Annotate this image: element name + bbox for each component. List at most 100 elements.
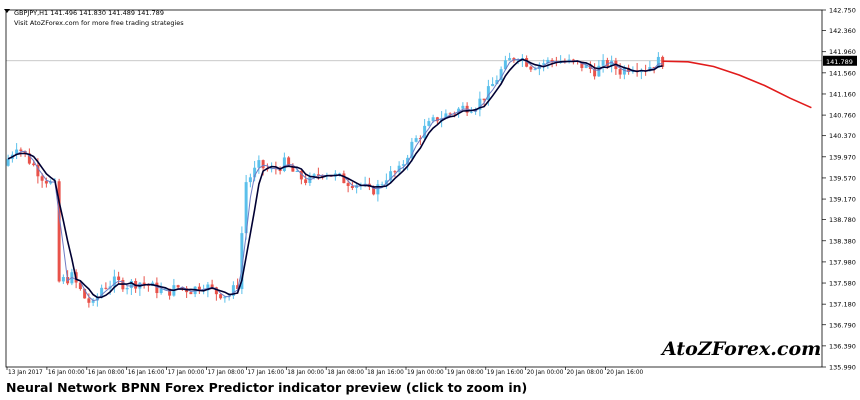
plot-frame (5, 9, 823, 368)
candle-body (571, 59, 575, 62)
candle-body (448, 113, 452, 115)
candle-body (61, 277, 65, 282)
candle-body (444, 113, 448, 119)
candle-body (49, 181, 53, 184)
candle-body (278, 169, 282, 171)
candle-body (537, 64, 541, 70)
x-tick-label: 20 Jan 08:00 (567, 370, 604, 376)
candle-body (189, 292, 193, 295)
candle-body (95, 296, 99, 301)
candle-body (32, 163, 36, 166)
candle-body (40, 176, 44, 181)
candle-body (605, 60, 609, 66)
y-tick-label: 139.570 (829, 174, 856, 182)
chart-window[interactable]: 142.750 142.360 141.960 141.560 141.160 140.7… (0, 0, 860, 376)
candle-body (287, 157, 291, 166)
candle-body (299, 171, 303, 180)
x-tick-label: 16 Jan 00:00 (48, 370, 85, 376)
candle-body (593, 69, 597, 77)
candle-body (618, 69, 622, 75)
candle-body (304, 179, 308, 183)
current-price-label: 141.789 (826, 58, 853, 66)
candle-body (240, 233, 244, 290)
candle-body (491, 84, 495, 87)
candle-body (117, 276, 121, 280)
candle-body (91, 300, 95, 303)
price-chart[interactable]: 142.750 142.360 141.960 141.560 141.160 140.7… (0, 0, 860, 376)
candle-body (6, 158, 10, 166)
candle-body (346, 183, 350, 186)
candle-body (372, 187, 376, 195)
candle-body (342, 173, 346, 184)
image-caption[interactable]: Neural Network BPNN Forex Predictor indi… (6, 380, 528, 395)
candles-layer (6, 52, 665, 308)
candle-body (104, 287, 108, 289)
candle-body (461, 105, 465, 109)
y-tick-label: 138.380 (829, 237, 856, 245)
indicator-lines (7, 58, 812, 302)
candle-body (257, 160, 261, 168)
candle-body (418, 138, 422, 140)
symbol-info: GBPJPY,H1 141.496 141.830 141.489 141.78… (14, 9, 164, 17)
candle-body (516, 60, 520, 62)
candle-body (584, 64, 588, 68)
candle-body (550, 59, 554, 62)
candle-body (27, 153, 31, 164)
candle-body (236, 285, 240, 290)
y-tick-label: 140.370 (829, 132, 856, 140)
x-tick-label: 17 Jan 08:00 (208, 370, 245, 376)
candle-body (469, 111, 473, 113)
candle-body (525, 58, 529, 67)
watermark-logo: AtoZForex.com (662, 338, 822, 360)
x-tick-label: 18 Jan 00:00 (287, 370, 324, 376)
symbol-dropdown-icon[interactable] (4, 9, 10, 13)
y-tick-label: 135.990 (829, 364, 856, 372)
y-tick-label: 136.390 (829, 342, 856, 350)
candle-body (15, 149, 19, 155)
candle-body (180, 287, 184, 289)
candle-body (533, 69, 537, 71)
candle-body (508, 58, 512, 61)
candle-body (57, 181, 61, 282)
candle-body (338, 173, 342, 175)
y-tick-label: 139.170 (829, 196, 856, 204)
x-tick-label: 18 Jan 16:00 (367, 370, 404, 376)
candle-body (125, 287, 129, 290)
candle-body (168, 288, 172, 296)
current-price-box (823, 55, 857, 66)
x-tick-label: 18 Jan 08:00 (327, 370, 364, 376)
candle-body (495, 79, 499, 85)
tagline: Visit AtoZForex.com for more free tradin… (14, 19, 184, 27)
candle-body (406, 157, 410, 165)
candle-body (652, 67, 656, 69)
candle-body (163, 288, 167, 290)
x-tick-label: 20 Jan 00:00 (527, 370, 564, 376)
candle-body (100, 287, 104, 297)
y-tick-label: 139.970 (829, 153, 856, 161)
candle-body (36, 165, 40, 177)
candle-body (214, 287, 218, 295)
candle-body (397, 165, 401, 172)
fast-ma-line (7, 58, 663, 299)
candle-body (316, 174, 320, 176)
candle-body (23, 150, 27, 154)
candle-body (610, 60, 614, 66)
x-tick-label: 16 Jan 08:00 (88, 370, 125, 376)
x-tick-label: 13 Jan 2017 (8, 370, 43, 376)
candle-body (457, 108, 461, 114)
y-tick-label: 136.790 (829, 321, 856, 329)
candle-body (414, 138, 418, 142)
candle-body (176, 285, 180, 288)
candle-body (78, 282, 82, 290)
candle-body (231, 285, 235, 296)
x-tick-label: 19 Jan 00:00 (407, 370, 444, 376)
candle-body (601, 60, 605, 66)
candle-body (435, 117, 439, 122)
y-tick-label: 142.360 (829, 27, 856, 35)
candle-body (478, 98, 482, 110)
candle-body (622, 67, 626, 75)
candle-body (597, 65, 601, 77)
y-tick-label: 141.560 (829, 69, 856, 77)
y-tick-label: 138.780 (829, 216, 856, 224)
candle-body (261, 160, 265, 169)
